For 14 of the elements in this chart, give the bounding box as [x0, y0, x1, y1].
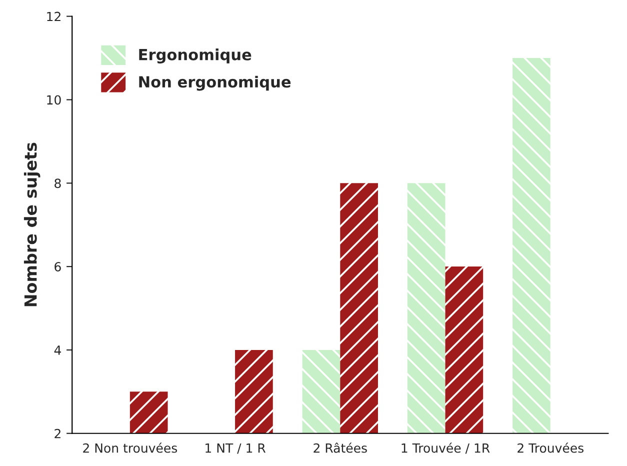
x-tick-label: 2 Râtées [314, 442, 367, 453]
y-tick-label: 12 [47, 12, 60, 22]
y-tick-label: 10 [47, 95, 61, 105]
x-tick-label: 2 Trouvées [518, 442, 584, 453]
x-tick-label: 1 Trouvée / 1R [402, 442, 490, 454]
legend-label: Non ergonomique [139, 76, 291, 91]
x-tick-label: 2 Non trouvées [83, 442, 178, 453]
y-tick-label: 2 [54, 428, 60, 438]
x-tick-label: 1 NT / 1 R [206, 443, 266, 454]
y-axis-title: Nombre de sujets [24, 142, 40, 306]
y-tick-label: 4 [54, 346, 61, 355]
y-tick-label: 6 [54, 262, 61, 272]
legend-label: Ergonomique [139, 48, 252, 64]
y-tick-label: 8 [54, 178, 61, 188]
